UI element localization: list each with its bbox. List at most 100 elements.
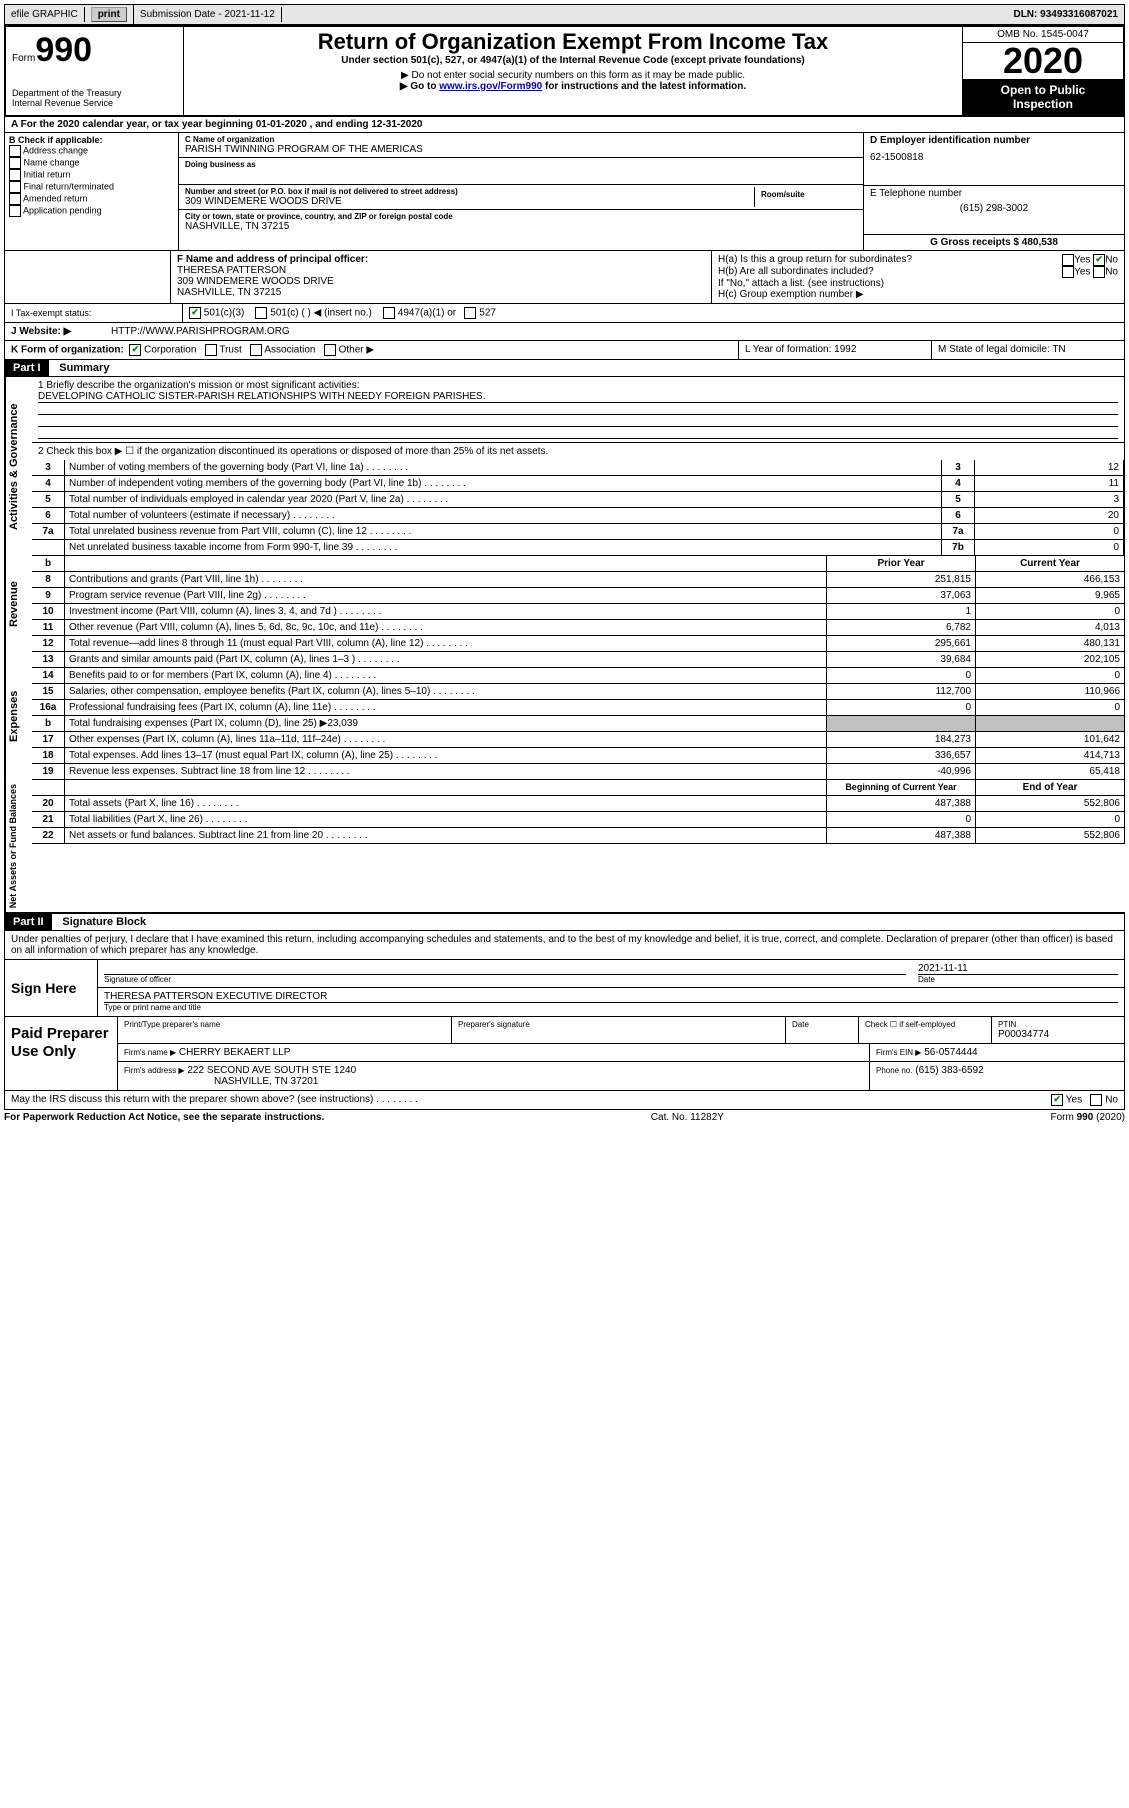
row-value: 20: [974, 508, 1123, 523]
checkbox-4947[interactable]: [383, 307, 395, 319]
checkbox-name-change[interactable]: [9, 157, 21, 169]
checkbox-other[interactable]: [324, 344, 336, 356]
yes-label2: Yes: [1074, 267, 1090, 278]
form-subtitle: Under section 501(c), 527, or 4947(a)(1)…: [188, 55, 958, 66]
opt-corp: Corporation: [144, 345, 196, 356]
discuss-yes-checkbox[interactable]: [1051, 1094, 1063, 1106]
discuss-row: May the IRS discuss this return with the…: [4, 1091, 1125, 1110]
checkbox-501c[interactable]: [255, 307, 267, 319]
row-desc: Other revenue (Part VIII, column (A), li…: [65, 620, 826, 635]
row-num: 9: [32, 588, 65, 603]
checkbox-final-return[interactable]: [9, 181, 21, 193]
check-initial-label: Initial return: [24, 169, 71, 179]
footer-right: Form 990 (2020): [1051, 1112, 1126, 1123]
row-desc: Total number of volunteers (estimate if …: [65, 508, 941, 523]
row-num: 21: [32, 812, 65, 827]
form-number: 990: [35, 31, 92, 69]
row-desc: Professional fundraising fees (Part IX, …: [65, 700, 826, 715]
ha-label: H(a) Is this a group return for subordin…: [718, 254, 1062, 266]
website-value: HTTP://WWW.PARISHPROGRAM.ORG: [111, 326, 290, 337]
ha-yes-checkbox[interactable]: [1062, 254, 1074, 266]
typed-name-value: THERESA PATTERSON EXECUTIVE DIRECTOR: [104, 991, 1118, 1003]
expense-row: 13Grants and similar amounts paid (Part …: [32, 652, 1125, 668]
print-button[interactable]: print: [91, 7, 127, 22]
opt-assoc: Association: [264, 345, 315, 356]
row-desc: Investment income (Part VIII, column (A)…: [65, 604, 826, 619]
dln-label: DLN: 93493316087021: [1007, 7, 1124, 22]
expense-row: 17Other expenses (Part IX, column (A), l…: [32, 732, 1125, 748]
officer-name: THERESA PATTERSON: [177, 265, 705, 276]
form990-link[interactable]: www.irs.gov/Form990: [439, 81, 542, 92]
checkbox-assoc[interactable]: [250, 344, 262, 356]
gov-row: 6Total number of volunteers (estimate if…: [32, 508, 1124, 524]
form-right-col: OMB No. 1545-0047 2020 Open to Public In…: [962, 27, 1123, 115]
row-prior-value: 37,063: [826, 588, 975, 603]
checkbox-501c3[interactable]: [189, 307, 201, 319]
form-note2-pre: ▶ Go to: [400, 81, 439, 92]
m-state-domicile: M State of legal domicile: TN: [931, 341, 1124, 359]
firm-addr1: 222 SECOND AVE SOUTH STE 1240: [187, 1065, 356, 1076]
net-row: 22Net assets or fund balances. Subtract …: [32, 828, 1125, 844]
checkbox-app-pending[interactable]: [9, 205, 21, 217]
no-label2: No: [1105, 267, 1118, 278]
row-num: 3: [32, 460, 65, 475]
c-name-label: C Name of organization: [185, 135, 857, 144]
row-prior-value: 0: [826, 668, 975, 683]
part1-header-row: Part I Summary: [4, 360, 1125, 377]
declaration-text: Under penalties of perjury, I declare th…: [4, 931, 1125, 960]
checkbox-address-change[interactable]: [9, 145, 21, 157]
row-prior-value: 112,700: [826, 684, 975, 699]
d-ein-label: D Employer identification number: [870, 135, 1118, 146]
footer-left: For Paperwork Reduction Act Notice, see …: [4, 1112, 324, 1123]
revenue-row: 11Other revenue (Part VIII, column (A), …: [32, 620, 1125, 636]
city-value: NASHVILLE, TN 37215: [185, 221, 857, 232]
officer-addr: 309 WINDEMERE WOODS DRIVE: [177, 276, 705, 287]
opt-other: Other ▶: [339, 345, 374, 356]
inspection-line1: Open to Public: [1001, 83, 1086, 97]
footer-year: 2020: [1099, 1112, 1121, 1123]
form-title: Return of Organization Exempt From Incom…: [188, 29, 958, 55]
check-addr-label: Address change: [23, 145, 88, 155]
opt-501c: 501(c) ( ) ◀ (insert no.): [270, 308, 372, 319]
row-num: 13: [32, 652, 65, 667]
check-amended-label: Amended return: [23, 193, 88, 203]
row-prior-value: 487,388: [826, 828, 975, 843]
row-current-value: 480,131: [975, 636, 1124, 651]
checkbox-amended[interactable]: [9, 193, 21, 205]
checkbox-initial-return[interactable]: [9, 169, 21, 181]
row-prior-value: 295,661: [826, 636, 975, 651]
row-num: 6: [32, 508, 65, 523]
firm-addr2: NASHVILLE, TN 37201: [124, 1076, 863, 1087]
vert-revenue: Revenue: [5, 556, 32, 652]
hb-no-checkbox[interactable]: [1093, 266, 1105, 278]
opt-501c3: 501(c)(3): [204, 308, 245, 319]
row-prior-value: [826, 716, 975, 731]
row-prior-value: 39,684: [826, 652, 975, 667]
row-prior-value: 336,657: [826, 748, 975, 763]
gov-row: 4Number of independent voting members of…: [32, 476, 1124, 492]
opt-527: 527: [479, 308, 496, 319]
row-num: 8: [32, 572, 65, 587]
line2-label: 2 Check this box ▶ ☐ if the organization…: [32, 443, 1124, 460]
line1-value: DEVELOPING CATHOLIC SISTER-PARISH RELATI…: [38, 391, 1118, 403]
hb-yes-checkbox[interactable]: [1062, 266, 1074, 278]
officer-city: NASHVILLE, TN 37215: [177, 287, 705, 298]
ha-no-checkbox[interactable]: [1093, 254, 1105, 266]
checkbox-trust[interactable]: [205, 344, 217, 356]
k-label: K Form of organization:: [11, 345, 124, 356]
gov-row: 3Number of voting members of the governi…: [32, 460, 1124, 476]
expenses-section: Expenses 13Grants and similar amounts pa…: [4, 652, 1125, 780]
expense-row: bTotal fundraising expenses (Part IX, co…: [32, 716, 1125, 732]
dept-label: Department of the Treasury: [12, 88, 177, 98]
net-row: 20Total assets (Part X, line 16)487,3885…: [32, 796, 1125, 812]
hc-label: H(c) Group exemption number ▶: [718, 289, 1118, 300]
checkbox-527[interactable]: [464, 307, 476, 319]
row-desc: Total number of individuals employed in …: [65, 492, 941, 507]
row-num: 5: [32, 492, 65, 507]
checkbox-corp[interactable]: [129, 344, 141, 356]
discuss-no-checkbox[interactable]: [1090, 1094, 1102, 1106]
line1-label: 1 Briefly describe the organization's mi…: [38, 380, 1118, 391]
row-line-label: 3: [941, 460, 974, 475]
expense-row: 19Revenue less expenses. Subtract line 1…: [32, 764, 1125, 780]
row-desc: Contributions and grants (Part VIII, lin…: [65, 572, 826, 587]
